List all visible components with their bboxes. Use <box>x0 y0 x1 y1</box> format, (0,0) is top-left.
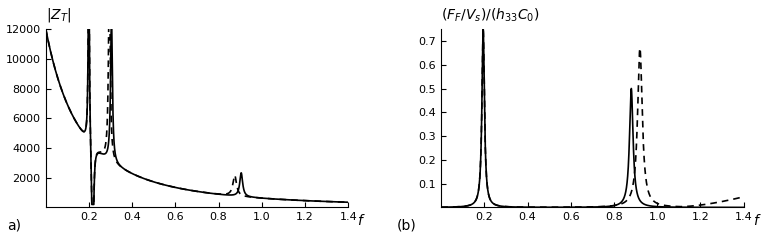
Text: $(F_F/V_s)/(h_{33}C_0)$: $(F_F/V_s)/(h_{33}C_0)$ <box>441 6 539 24</box>
Text: $f$: $f$ <box>753 213 761 228</box>
Text: $f$: $f$ <box>357 213 366 228</box>
Text: (b): (b) <box>397 218 417 232</box>
Text: $|Z_T|$: $|Z_T|$ <box>45 6 71 24</box>
Text: a): a) <box>8 218 21 232</box>
